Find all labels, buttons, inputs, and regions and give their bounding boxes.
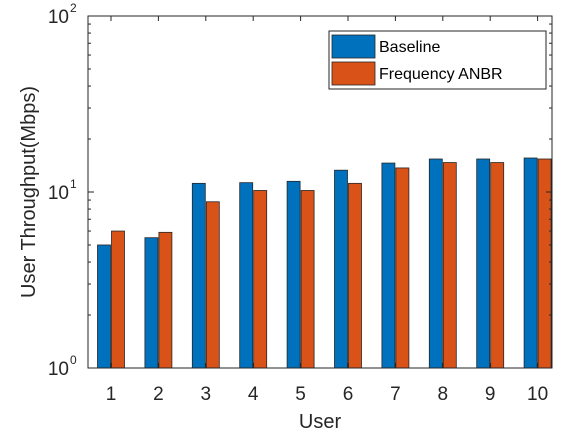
bar-baseline-user-6 xyxy=(334,169,348,369)
bar-baseline-user-8 xyxy=(428,158,443,369)
x-ticks-group: 1 2 3 4 5 6 7 8 9 10 xyxy=(106,16,548,405)
legend-label-frequency-anbr: Frequency ANBR xyxy=(379,66,503,83)
bars-group xyxy=(97,157,552,369)
bar-frequency-anbr-user-4 xyxy=(253,190,268,369)
y-axis-label: User Throughput(Mbps) xyxy=(18,86,40,298)
bar-frequency-anbr-user-6 xyxy=(348,182,362,369)
bar-frequency-anbr-user-5 xyxy=(300,190,315,369)
x-tick-label-3: 3 xyxy=(201,384,212,405)
legend-swatch-baseline xyxy=(331,34,376,59)
legend-swatch-frequency-anbr xyxy=(331,61,376,86)
x-tick-label-1: 1 xyxy=(106,384,117,405)
bar-frequency-anbr-user-3 xyxy=(205,201,220,369)
bar-baseline-user-5 xyxy=(286,180,301,369)
bar-frequency-anbr-user-1 xyxy=(111,230,125,369)
x-tick-label-2: 2 xyxy=(153,384,164,405)
x-tick-label-4: 4 xyxy=(248,384,259,405)
x-tick-label-9: 9 xyxy=(485,384,496,405)
x-tick-label-8: 8 xyxy=(438,384,449,405)
y-tick-label-base: 10 xyxy=(48,7,69,28)
bar-frequency-anbr-user-2 xyxy=(158,231,173,369)
bar-frequency-anbr-user-10 xyxy=(537,158,552,369)
bar-baseline-user-1 xyxy=(97,244,111,369)
x-tick-label-5: 5 xyxy=(295,384,306,405)
x-tick-label-7: 7 xyxy=(390,384,401,405)
y-tick-label-base: 10 xyxy=(48,359,69,380)
y-tick-label-exponent: 0 xyxy=(70,353,77,367)
bar-baseline-user-7 xyxy=(381,162,396,369)
x-tick-label-10: 10 xyxy=(527,384,548,405)
bar-baseline-user-4 xyxy=(239,182,254,369)
bar-frequency-anbr-user-8 xyxy=(442,162,457,369)
bar-frequency-anbr-user-9 xyxy=(490,162,505,369)
x-tick-label-6: 6 xyxy=(343,384,354,405)
bar-frequency-anbr-user-7 xyxy=(395,167,410,369)
y-tick-label-exponent: 2 xyxy=(70,1,77,15)
plot-frame xyxy=(87,15,553,369)
y-tick-label-exponent: 1 xyxy=(70,177,77,191)
bar-baseline-user-3 xyxy=(191,182,206,369)
y-tick-label-base: 10 xyxy=(48,183,69,204)
legend: Baseline Frequency ANBR xyxy=(328,30,547,90)
bar-baseline-user-10 xyxy=(523,157,538,369)
bar-baseline-user-9 xyxy=(476,158,491,369)
bar-baseline-user-2 xyxy=(144,237,159,369)
legend-label-baseline: Baseline xyxy=(379,39,440,56)
x-axis-label: User xyxy=(299,411,342,433)
